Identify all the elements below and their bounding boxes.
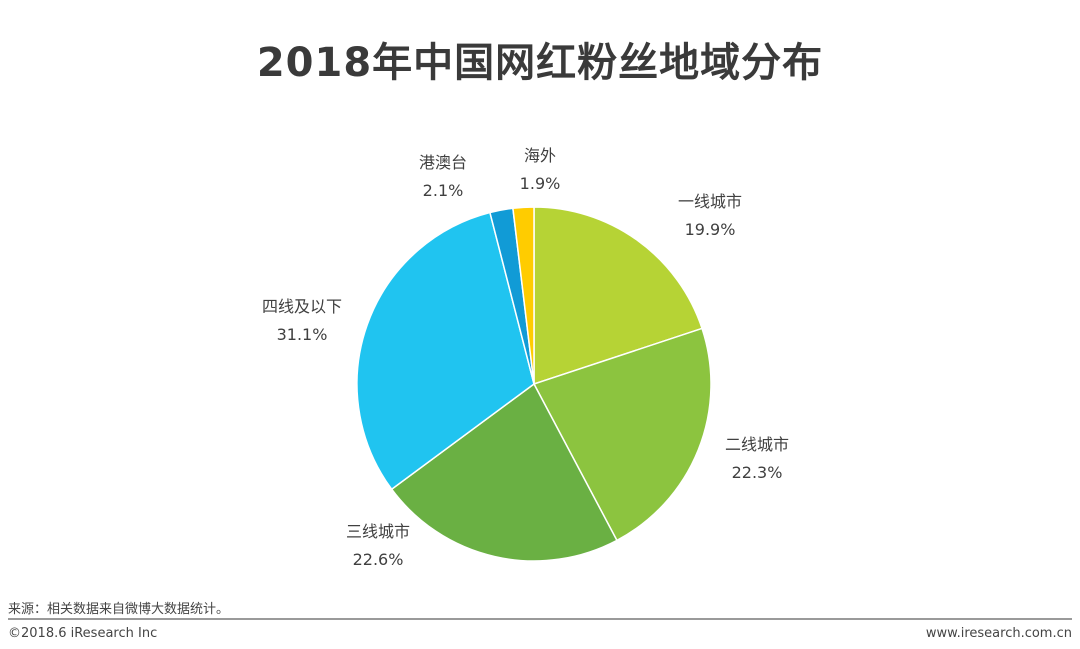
- slice-name-label: 三线城市: [346, 522, 410, 541]
- copyright-text: ©2018.6 iResearch Inc: [8, 626, 158, 641]
- slice-value-label: 22.3%: [732, 463, 783, 482]
- slice-name-label: 港澳台: [419, 153, 467, 172]
- source-note: 来源：相关数据来自微博大数据统计。: [8, 602, 230, 617]
- slice-name-label: 海外: [524, 146, 556, 165]
- pie-slice-3: [356, 211, 535, 491]
- pie-slice-5: [512, 206, 535, 385]
- slice-value-label: 1.9%: [520, 174, 561, 193]
- slice-value-label: 22.6%: [353, 550, 404, 569]
- footer-divider: [8, 618, 1072, 620]
- pie-slice-1: [532, 327, 712, 542]
- website-text: www.iresearch.com.cn: [925, 626, 1072, 641]
- pie-slice-0: [533, 206, 704, 386]
- slice-value-label: 2.1%: [423, 181, 464, 200]
- slice-name-label: 二线城市: [725, 435, 789, 454]
- slice-value-label: 19.9%: [685, 220, 736, 239]
- slice-name-label: 一线城市: [678, 192, 742, 211]
- slice-value-label: 31.1%: [277, 325, 328, 344]
- pie-slice-2: [390, 382, 618, 562]
- slice-name-label: 四线及以下: [262, 297, 342, 316]
- chart-title: 2018年中国网红粉丝地域分布: [256, 40, 824, 86]
